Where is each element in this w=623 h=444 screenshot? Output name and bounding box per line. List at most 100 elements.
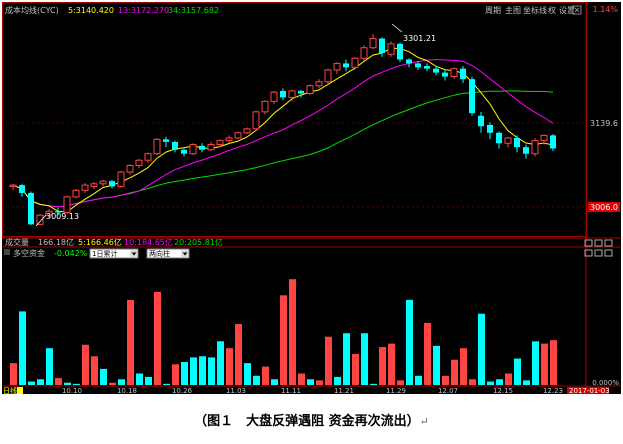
capital-bar (280, 295, 287, 385)
high-annotation-label: 3301.21 (403, 34, 436, 43)
capital-bar (532, 341, 539, 385)
capital-bar (226, 348, 233, 385)
close-icon[interactable] (604, 239, 613, 247)
capital-bar (523, 380, 530, 385)
capital-bar (118, 379, 125, 385)
current-date-box (567, 387, 609, 394)
capital-bar (550, 340, 557, 385)
capital-bar (370, 383, 377, 385)
candle (172, 140, 178, 153)
main-chart-button[interactable]: 主图 (505, 5, 521, 15)
accumulate-dropdown-value: 1日累计 (92, 249, 117, 258)
candle (504, 136, 512, 148)
period-tag-box[interactable] (2, 387, 16, 394)
candle (315, 79, 323, 89)
volume-title: 成交量 (5, 237, 29, 247)
candle (252, 110, 260, 132)
capital-bar (433, 345, 440, 385)
capital-bar (289, 279, 296, 385)
capital-bar (136, 373, 143, 385)
candle (540, 134, 548, 145)
capital-bar (10, 363, 17, 385)
candlestick-series (9, 34, 556, 225)
capital-bar (415, 375, 422, 385)
chart-type-icon[interactable] (584, 249, 593, 257)
figure-caption: （图１ 大盘反弹遇阻 资金再次流出）↵ (0, 410, 623, 429)
return-mark-icon: ↵ (419, 415, 429, 428)
candle (324, 68, 332, 85)
candle (99, 179, 107, 187)
stock-chart-window: 成本均线(CYC) 5:3140.420 13:3172.270 34:3157… (2, 2, 621, 394)
capital-bar (496, 379, 503, 385)
indicator-name: 成本均线(CYC) (5, 5, 59, 15)
price-label-top: 1.14% (593, 5, 619, 14)
bar-mode-dropdown-value: 两向柱 (149, 249, 170, 258)
settings-icon[interactable] (594, 239, 603, 247)
date-tick-label: 11.11 (281, 387, 301, 394)
bar-mode-dropdown[interactable]: 两向柱 (146, 248, 190, 259)
capital-bar (271, 379, 278, 385)
period-tag[interactable]: 日线 (3, 386, 17, 394)
candle (379, 37, 385, 57)
volume-ma20: 20:205.81亿 (174, 237, 223, 247)
date-tick-label: 10.10 (62, 387, 82, 394)
capital-bar (37, 379, 44, 385)
period-lock-icon[interactable] (17, 387, 23, 394)
capital-bar (208, 357, 215, 385)
chart-type-icon[interactable] (584, 239, 593, 247)
capital-bar (262, 366, 269, 385)
capital-bar (514, 358, 521, 385)
capital-bar (172, 364, 179, 385)
capital-bar-series (10, 279, 557, 385)
chart-canvas[interactable]: 成本均线(CYC) 5:3140.420 13:3172.270 34:3157… (2, 2, 621, 394)
date-tick-label: 12.07 (438, 387, 458, 394)
close-icon[interactable] (604, 249, 613, 257)
accumulate-dropdown[interactable]: 1日累计 (89, 248, 139, 259)
volume-panel-icons[interactable] (584, 239, 613, 247)
candle (109, 179, 115, 189)
candle (450, 67, 458, 80)
low-annotation: 3009.13 (35, 212, 79, 227)
chevron-down-icon (182, 252, 188, 256)
capital-bar (352, 353, 359, 385)
candle (45, 209, 53, 218)
settings-button[interactable]: 设置 (559, 5, 575, 15)
close-icon[interactable] (572, 5, 582, 15)
capital-bar (487, 381, 494, 385)
candle (36, 213, 44, 225)
candle (550, 134, 556, 152)
candle (369, 34, 377, 50)
axis-line-button[interactable]: 坐标线 (523, 5, 547, 15)
candle (333, 62, 341, 74)
candle (397, 42, 403, 63)
candle (306, 84, 314, 95)
candle (387, 41, 395, 57)
capital-bar (442, 375, 449, 385)
capital-bar (325, 336, 332, 385)
period-button[interactable]: 周期 (485, 6, 501, 15)
candle (135, 158, 143, 169)
rights-button[interactable]: 权 (548, 5, 556, 15)
low-annotation-label: 3009.13 (46, 212, 79, 221)
candle (81, 183, 89, 193)
candle (199, 143, 205, 153)
capital-bar (109, 382, 116, 385)
candle (55, 207, 61, 216)
settings-icon[interactable] (594, 249, 603, 257)
candle (19, 183, 25, 197)
price-tag-low (588, 202, 620, 212)
candle (460, 66, 466, 84)
capital-bar (478, 313, 485, 385)
capital-bar (460, 348, 467, 385)
capital-bar (28, 381, 35, 385)
ma13-line (12, 58, 554, 208)
capital-panel-icons[interactable] (584, 249, 613, 257)
capital-bar (55, 378, 62, 385)
capital-bar (190, 357, 197, 385)
ma5-value: 5:3140.420 (68, 6, 114, 15)
capital-bar (541, 343, 548, 385)
date-tick-label: 10.26 (172, 387, 193, 394)
capital-bar (163, 383, 170, 385)
candle (72, 189, 80, 199)
capital-bar (469, 379, 476, 385)
